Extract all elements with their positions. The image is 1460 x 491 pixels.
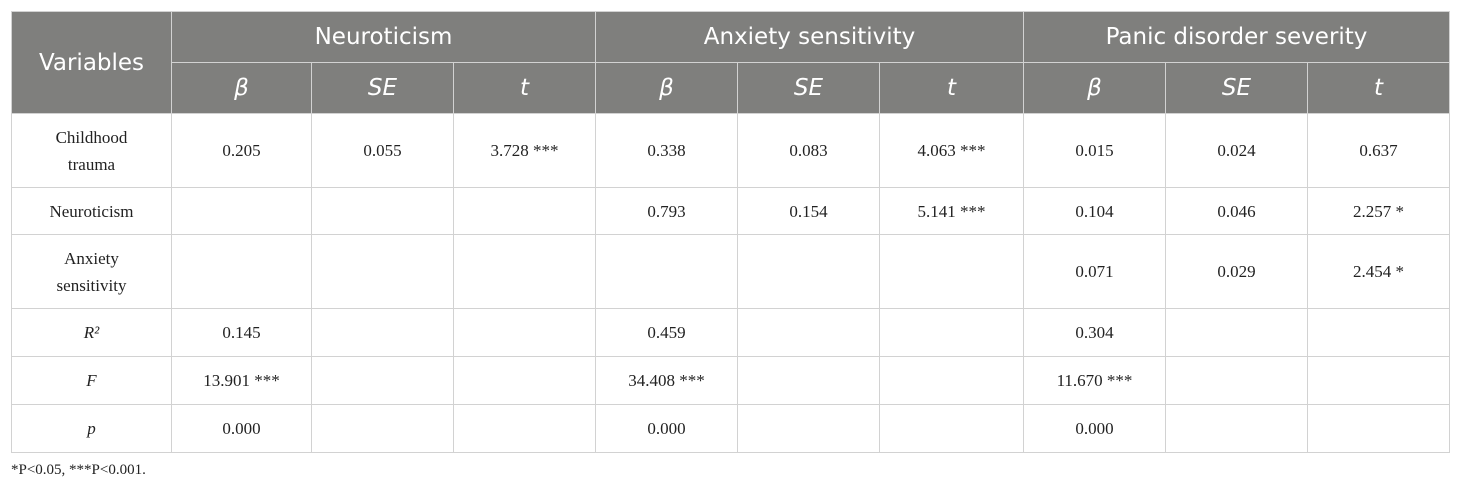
- table-cell: [311, 404, 454, 453]
- group-header-panic-disorder-severity: Panic disorder severity: [1022, 11, 1451, 63]
- table-cell: 0.071: [1023, 234, 1166, 309]
- subheader-beta: β: [171, 62, 312, 114]
- row-label: p: [11, 404, 172, 453]
- table-cell: [311, 356, 454, 405]
- table-footnote: *P<0.05, ***P<0.001.: [11, 462, 146, 478]
- table-cell: 3.728 ***: [453, 113, 596, 188]
- table-cell: 0.304: [1023, 308, 1166, 357]
- table-cell: 4.063 ***: [879, 113, 1024, 188]
- table-row: Anxiety sensitivity 0.071 0.029 2.454 *: [11, 234, 1451, 309]
- table-cell: 0.029: [1165, 234, 1308, 309]
- table-cell: [171, 187, 312, 235]
- table-cell: [1165, 356, 1308, 405]
- table-cell: 13.901 ***: [171, 356, 312, 405]
- table-cell: 0.055: [311, 113, 454, 188]
- subheader-se: SE: [1165, 62, 1308, 114]
- group-header-neuroticism: Neuroticism: [171, 11, 596, 63]
- row-label: F: [11, 356, 172, 405]
- table-cell: [453, 234, 596, 309]
- table-cell: [311, 234, 454, 309]
- subheader-beta: β: [1023, 62, 1166, 114]
- table-cell: [1306, 356, 1451, 405]
- row-label: Anxiety sensitivity: [11, 234, 172, 309]
- table-cell: 0.154: [737, 187, 880, 235]
- table-row: F 13.901 *** 34.408 *** 11.670 ***: [11, 356, 1451, 405]
- table-cell: [595, 234, 738, 309]
- subheader-t: t: [453, 62, 596, 114]
- row-label: R²: [11, 308, 172, 357]
- table-cell: 0.338: [595, 113, 738, 188]
- row-label-line: trauma: [67, 154, 116, 174]
- table-cell: 0.205: [171, 113, 312, 188]
- table-cell: 5.141 ***: [879, 187, 1024, 235]
- table-cell: 0.015: [1023, 113, 1166, 188]
- table-cell: 0.024: [1165, 113, 1308, 188]
- table-cell: [1165, 404, 1308, 453]
- subheader-beta: β: [595, 62, 738, 114]
- table-cell: 0.000: [595, 404, 738, 453]
- group-header-anxiety-sensitivity: Anxiety sensitivity: [595, 11, 1024, 63]
- table-cell: [1165, 308, 1308, 357]
- table-cell: [879, 356, 1024, 405]
- row-label: Neuroticism: [11, 187, 172, 235]
- table-cell: [1306, 308, 1451, 357]
- table-row: R² 0.145 0.459 0.304: [11, 308, 1451, 357]
- table-cell: [737, 234, 880, 309]
- table-cell: 34.408 ***: [595, 356, 738, 405]
- regression-table: Variables Neuroticism Anxiety sensitivit…: [11, 11, 1451, 453]
- table-cell: 0.000: [171, 404, 312, 453]
- table-cell: 2.454 *: [1306, 234, 1451, 309]
- subheader-t: t: [879, 62, 1024, 114]
- table-cell: 0.459: [595, 308, 738, 357]
- table-cell: 0.145: [171, 308, 312, 357]
- table-cell: 2.257 *: [1306, 187, 1451, 235]
- row-label: Childhood trauma: [11, 113, 172, 188]
- table-cell: 0.637: [1306, 113, 1451, 188]
- table-cell: [879, 234, 1024, 309]
- table-cell: [311, 308, 454, 357]
- table-cell: 0.000: [1023, 404, 1166, 453]
- table-row: p 0.000 0.000 0.000: [11, 404, 1451, 453]
- table-cell: [879, 404, 1024, 453]
- table-cell: [453, 308, 596, 357]
- row-label-line: sensitivity: [56, 275, 127, 295]
- table-cell: 0.083: [737, 113, 880, 188]
- row-label-line: Childhood: [55, 127, 128, 147]
- table-cell: [171, 234, 312, 309]
- table-cell: 0.046: [1165, 187, 1308, 235]
- subheader-se: SE: [311, 62, 454, 114]
- table-cell: [453, 356, 596, 405]
- table-cell: [737, 308, 880, 357]
- table-cell: 0.793: [595, 187, 738, 235]
- table-cell: [1306, 404, 1451, 453]
- table-cell: [453, 404, 596, 453]
- row-label-line: Anxiety: [64, 248, 119, 268]
- subheader-t: t: [1306, 62, 1451, 114]
- table-row: Neuroticism 0.793 0.154 5.141 *** 0.104 …: [11, 187, 1451, 235]
- table-cell: 0.104: [1023, 187, 1166, 235]
- table-cell: 11.670 ***: [1023, 356, 1166, 405]
- table-cell: [737, 356, 880, 405]
- variables-header: Variables: [11, 11, 172, 114]
- table-row: Childhood trauma 0.205 0.055 3.728 *** 0.…: [11, 113, 1451, 188]
- table-cell: [737, 404, 880, 453]
- table-cell: [311, 187, 454, 235]
- subheader-se: SE: [737, 62, 880, 114]
- table-cell: [879, 308, 1024, 357]
- table-cell: [453, 187, 596, 235]
